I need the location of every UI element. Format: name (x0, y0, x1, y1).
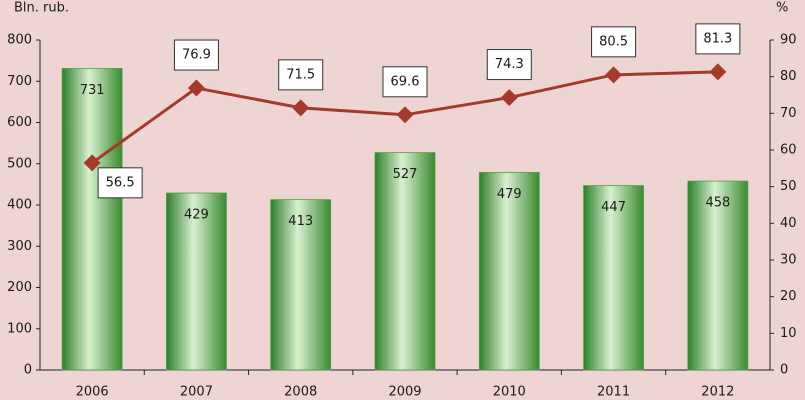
y2-axis-label: % (776, 1, 788, 16)
x-tick-label: 2009 (388, 385, 421, 400)
y-tick-label: 200 (7, 280, 32, 295)
x-tick-label: 2006 (76, 385, 109, 400)
y-axis-label: Bln. rub. (14, 1, 69, 16)
y-tick-label: 0 (24, 363, 32, 378)
bar-value-label: 731 (80, 83, 105, 98)
y2-tick-label: 50 (780, 179, 797, 194)
line-value-label: 56.5 (106, 175, 135, 190)
line-value-label: 81.3 (703, 31, 732, 46)
y2-tick-label: 30 (780, 253, 797, 268)
line-marker (292, 99, 310, 117)
bar-value-label: 527 (393, 167, 418, 182)
x-tick-label: 2007 (180, 385, 213, 400)
line-value-label: 71.5 (286, 67, 315, 82)
value-label-box (695, 23, 741, 55)
y2-tick-label: 60 (780, 143, 797, 158)
y2-tick-label: 20 (780, 289, 797, 304)
y2-tick-label: 70 (780, 106, 797, 121)
line-marker (709, 63, 727, 81)
line-value-label: 69.6 (391, 74, 420, 89)
y-tick-label: 400 (7, 198, 32, 213)
value-label-box (486, 49, 532, 81)
bar-value-label: 413 (288, 214, 313, 229)
bar-value-label: 458 (705, 196, 730, 211)
bar (270, 199, 332, 371)
value-label-box (382, 66, 428, 98)
bar (583, 185, 644, 371)
line-marker (500, 89, 518, 107)
bar (166, 192, 227, 371)
bar-value-label: 479 (497, 187, 522, 202)
y-tick-label: 100 (7, 321, 32, 336)
y2-tick-label: 40 (780, 216, 797, 231)
bar-value-label: 429 (184, 208, 209, 223)
value-label-box (97, 167, 143, 199)
line-value-label: 74.3 (495, 57, 524, 72)
y-tick-label: 600 (7, 115, 32, 130)
value-label-box (591, 26, 637, 58)
x-tick-label: 2012 (701, 385, 734, 400)
bar (374, 152, 436, 371)
value-label-box (173, 39, 219, 71)
y2-tick-label: 0 (780, 363, 788, 378)
y-tick-label: 700 (7, 74, 32, 89)
line-marker (605, 66, 623, 84)
bar (478, 172, 540, 371)
x-tick-label: 2010 (493, 385, 526, 400)
line-marker (83, 154, 101, 172)
x-tick-label: 2008 (284, 385, 317, 400)
y-tick-label: 300 (7, 239, 32, 254)
line-value-label: 80.5 (599, 34, 628, 49)
line-value-label: 76.9 (182, 48, 211, 63)
y2-tick-label: 80 (780, 69, 797, 84)
bar (61, 68, 123, 371)
y-tick-label: 500 (7, 156, 32, 171)
y2-tick-label: 90 (780, 33, 797, 48)
x-tick-label: 2011 (597, 385, 630, 400)
y2-tick-label: 10 (780, 326, 797, 341)
value-label-box (278, 59, 324, 91)
bar-value-label: 447 (601, 200, 626, 215)
line-marker (396, 106, 414, 124)
bar (687, 180, 749, 371)
y-tick-label: 800 (7, 33, 32, 48)
line-marker (187, 79, 205, 97)
